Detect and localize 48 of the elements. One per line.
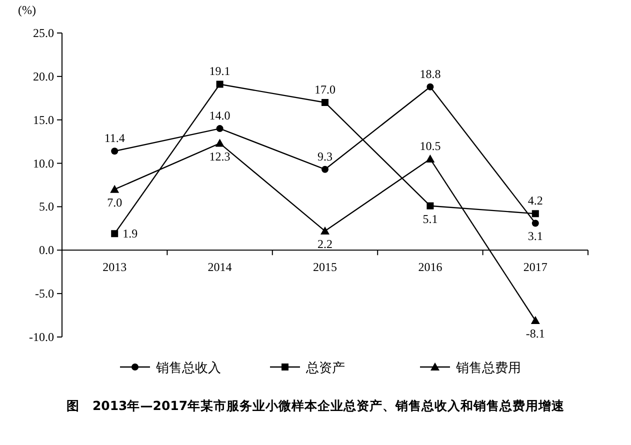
- data-label: 11.4: [104, 131, 125, 146]
- y-tick-label: 0.0: [39, 243, 54, 258]
- x-tick-label: 2017: [523, 260, 548, 274]
- y-tick-label: 20.0: [33, 69, 54, 84]
- point: [111, 230, 118, 238]
- text: 图 2013年—2017年某市服务业小微样本企业总资产、销售总收入和销售总费用增速: [66, 398, 566, 413]
- data-label: 19.1: [209, 64, 230, 78]
- legend-label: 销售总费用: [455, 361, 521, 376]
- point: [111, 148, 118, 155]
- data-label: 1.9: [122, 226, 138, 241]
- data-label: 4.2: [528, 194, 543, 208]
- point: [426, 154, 435, 162]
- point: [532, 220, 539, 227]
- data-label: 2.2: [318, 237, 332, 252]
- legend-label: 总资产: [305, 361, 345, 376]
- y-tick-label: -5.0: [35, 286, 54, 301]
- x-tick-label: 2013: [102, 260, 127, 274]
- point: [426, 83, 434, 90]
- y-tick-label: 15.0: [33, 112, 54, 127]
- y-tick-label: 10.0: [33, 156, 54, 170]
- point: [530, 316, 540, 324]
- data-label: 7.0: [107, 195, 122, 210]
- data-label: 18.8: [420, 66, 441, 81]
- point: [215, 138, 224, 147]
- point: [426, 202, 434, 210]
- y-axis-title: (%): [18, 3, 36, 17]
- data-label: 9.3: [318, 149, 332, 164]
- point: [110, 184, 120, 193]
- point: [216, 125, 224, 132]
- x-tick-label: 2015: [313, 260, 337, 274]
- data-label: -8.1: [526, 326, 545, 340]
- point: [322, 166, 328, 173]
- point: [532, 210, 539, 218]
- point: [320, 226, 330, 235]
- x-tick-label: 2016: [418, 260, 442, 274]
- point: [216, 80, 224, 88]
- data-label: 3.1: [528, 229, 543, 244]
- data-label: 14.0: [209, 108, 230, 123]
- legend-label: 销售总收入: [155, 361, 221, 376]
- y-tick-label: -10.0: [29, 330, 54, 344]
- y-tick-label: 5.0: [39, 200, 54, 214]
- data-label: 12.3: [209, 149, 230, 164]
- point: [322, 98, 328, 106]
- data-label: 5.1: [422, 212, 438, 226]
- y-tick-label: 25.0: [33, 26, 54, 40]
- x-tick-label: 2014: [208, 260, 232, 274]
- data-label: 10.5: [420, 138, 441, 153]
- data-label: 17.0: [314, 82, 336, 96]
